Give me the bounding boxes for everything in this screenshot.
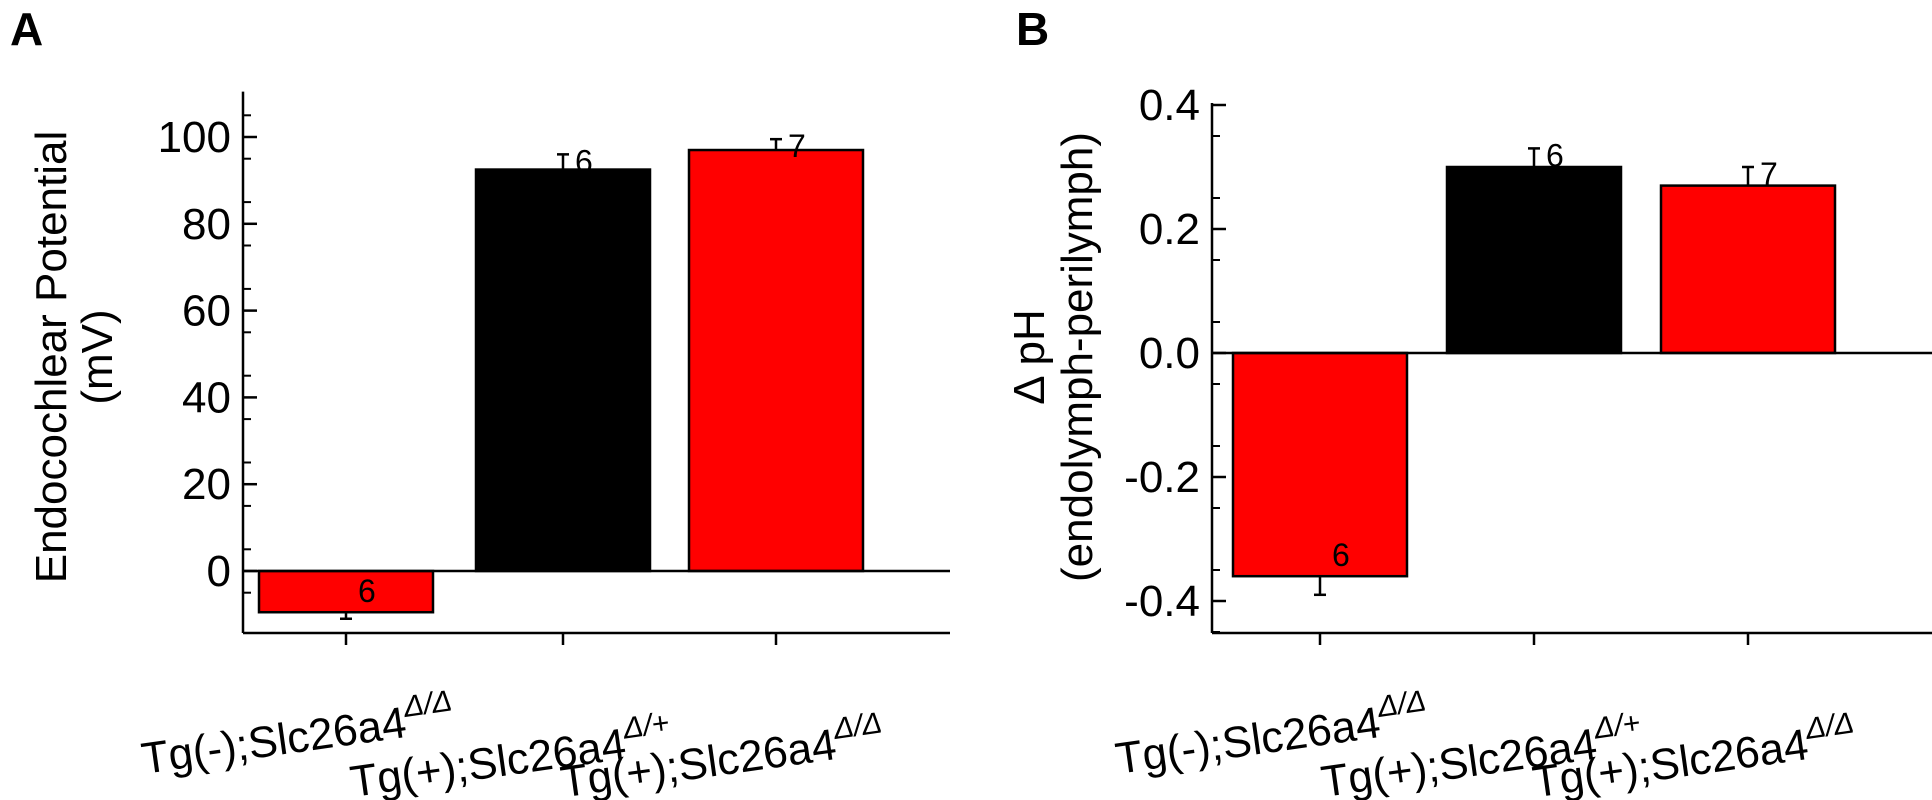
panel-b-chart: B 6 6 7 -0.4 -0.2 0.0 0.2 0.4 Δ pH (endolymph-peri… <box>1005 3 1932 800</box>
panel-a-y-title-line1: Endocochlear Potential <box>27 131 76 584</box>
panel-b-label: B <box>1016 3 1049 55</box>
panel-a-y-tick-label-4: 80 <box>182 200 231 249</box>
panel-a-category-superscript-3: Δ/Δ <box>830 706 884 746</box>
panel-a-category-label-3: Tg(+);Slc26a4Δ/Δ <box>557 706 888 800</box>
panel-b-category-superscript-2: Δ/+ <box>1591 706 1642 745</box>
panel-a-y-tick-label-3: 60 <box>182 287 231 336</box>
panel-a-category-superscript-2: Δ/+ <box>620 706 671 745</box>
panel-b-y-title-line1: Δ pH <box>1005 309 1054 404</box>
panel-b-n-label-1: 6 <box>1332 537 1350 573</box>
panel-a-y-tick-label-0: 0 <box>207 547 231 596</box>
panel-b-y-tick-label-0: -0.4 <box>1124 577 1200 626</box>
panel-a-y-title-line2: (mV) <box>73 309 122 404</box>
panel-a-bar-2 <box>474 168 652 573</box>
panel-a-bar-3 <box>687 148 865 573</box>
panel-b-y-title-line2: (endolymph-perilymph) <box>1053 132 1102 582</box>
panel-b-y-tick-label-2: 0.0 <box>1139 329 1200 378</box>
panel-b-y-tick-label-1: -0.2 <box>1124 453 1200 502</box>
panel-a-n-label-1: 6 <box>358 573 376 609</box>
panel-a-y-tick-label-2: 40 <box>182 373 231 422</box>
panel-a-bar-1 <box>257 569 435 614</box>
panel-a-y-tick-label-1: 20 <box>182 460 231 509</box>
panel-a-label: A <box>10 3 43 55</box>
panel-b-y-tick-label-3: 0.2 <box>1139 205 1200 254</box>
panel-a-y-tick-label-5: 100 <box>158 113 231 162</box>
panel-a-chart: A 6 6 7 0 20 40 60 80 100 Endocochlear Potential(m… <box>10 3 950 800</box>
panel-a-n-label-2: 6 <box>575 143 593 179</box>
panel-b-category-superscript-3: Δ/Δ <box>1802 706 1856 746</box>
panel-b-category-label-3: Tg(+);Slc26a4Δ/Δ <box>1529 706 1860 800</box>
panel-b-bar-1 <box>1231 351 1409 578</box>
panel-b-y-tick-label-4: 0.4 <box>1139 81 1200 130</box>
panel-b-bar-2 <box>1445 165 1623 355</box>
panel-a-category-superscript-1: Δ/Δ <box>400 684 454 724</box>
panel-b-category-superscript-1: Δ/Δ <box>1374 684 1428 724</box>
panel-b-n-label-2: 6 <box>1546 137 1564 173</box>
panel-b-bar-3 <box>1659 184 1837 355</box>
panel-b-n-label-3: 7 <box>1760 156 1778 192</box>
panel-a-n-label-3: 7 <box>788 128 806 164</box>
